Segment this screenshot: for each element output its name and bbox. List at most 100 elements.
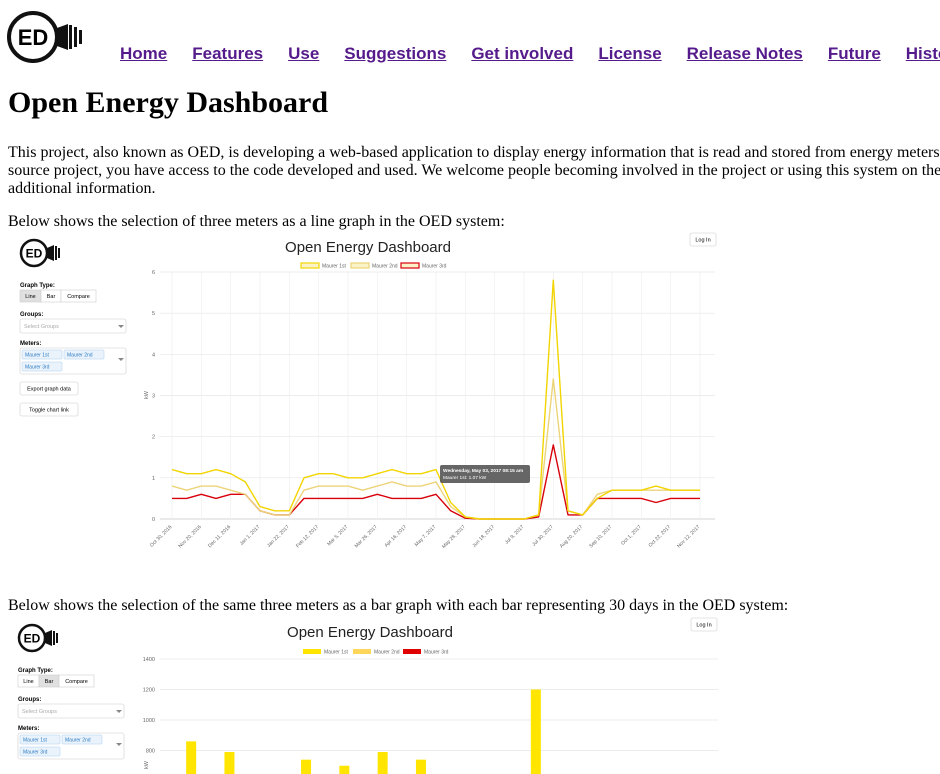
bar-screenshot: ED Graph Type: Line Bar Compare Groups: Select… bbox=[17, 617, 718, 774]
intro-line: This project, also known as OED, is deve… bbox=[8, 144, 940, 161]
x-tick-label: Oct 30, 2016 bbox=[149, 524, 174, 549]
action-label: Export graph data bbox=[27, 387, 72, 393]
meter-chip-label: Maurer 2nd bbox=[67, 353, 93, 359]
login-label: Log In bbox=[696, 623, 711, 629]
dropdown-arrow bbox=[118, 325, 124, 328]
groups-select[interactable] bbox=[19, 318, 127, 334]
nav-link[interactable]: License bbox=[598, 44, 662, 63]
legend-label: Maurer 2nd bbox=[372, 264, 398, 270]
app-logo-text: ED bbox=[24, 632, 41, 646]
meter-chip[interactable] bbox=[61, 734, 103, 745]
y-tick-label: 0 bbox=[152, 517, 155, 523]
bar bbox=[224, 752, 235, 774]
intro-line: source project, you have access to the c… bbox=[8, 162, 940, 179]
tooltip-body: Maurer 1st: 1.07 kW bbox=[443, 475, 487, 481]
y-tick-label: 1 bbox=[152, 476, 155, 482]
figure-caption: Below shows the selection of the same th… bbox=[8, 597, 789, 614]
sidebar: ED Graph Type: Line Bar Compare Groups: Select… bbox=[17, 623, 125, 760]
meter-chip[interactable] bbox=[19, 734, 61, 745]
nav-bar: Home Features Use Suggestions Get involved Li… bbox=[120, 44, 940, 64]
x-tick-label: Oct 22, 2017 bbox=[648, 524, 673, 549]
app-logo-bulb bbox=[45, 630, 58, 646]
login-button[interactable] bbox=[690, 617, 718, 632]
legend-swatch bbox=[300, 262, 320, 269]
chart-title: Open Energy Dashboard bbox=[285, 239, 451, 256]
x-tick-label: Nov 12, 2017 bbox=[676, 524, 701, 549]
page-title: Open Energy Dashboard bbox=[8, 86, 329, 119]
nav-link[interactable]: History bbox=[905, 44, 940, 63]
nav-link[interactable]: Future bbox=[827, 44, 881, 63]
action-button[interactable] bbox=[19, 381, 79, 396]
nav-link[interactable]: Home bbox=[120, 44, 168, 63]
meter-chip[interactable] bbox=[63, 349, 105, 360]
x-tick-label: May 28, 2017 bbox=[441, 524, 467, 550]
site-logo[interactable]: ED bbox=[6, 10, 86, 66]
meter-chip[interactable] bbox=[21, 349, 63, 360]
y-tick-label: 1000 bbox=[143, 718, 155, 724]
y-axis-label: kW bbox=[144, 760, 150, 769]
graph-type-button[interactable] bbox=[60, 289, 97, 303]
y-tick-label: 1400 bbox=[143, 657, 155, 663]
x-tick-label: Jul 9, 2017 bbox=[504, 524, 526, 546]
legend-label: Maurer 3rd bbox=[422, 264, 447, 270]
label: Groups: bbox=[20, 312, 43, 318]
nav-link[interactable]: Release Notes bbox=[686, 44, 803, 63]
dropdown-arrow bbox=[116, 710, 122, 713]
legend-label: Maurer 1st bbox=[322, 264, 347, 270]
action-button[interactable] bbox=[19, 402, 79, 417]
x-tick-label: Jun 18, 2017 bbox=[471, 524, 496, 549]
groups-select[interactable] bbox=[17, 703, 125, 719]
bar bbox=[339, 765, 350, 774]
legend-swatch bbox=[400, 262, 420, 269]
y-tick-label: 4 bbox=[152, 352, 155, 358]
x-tick-label: Sep 10, 2017 bbox=[588, 524, 613, 549]
x-tick-label: Apr 16, 2017 bbox=[384, 524, 409, 549]
y-tick-label: 5 bbox=[152, 311, 155, 317]
placeholder: Select Groups bbox=[24, 324, 59, 330]
nav-link[interactable]: Get involved bbox=[471, 44, 574, 63]
label: Graph Type: bbox=[18, 668, 53, 674]
bar bbox=[301, 759, 312, 774]
sidebar: ED Graph Type: Line Bar Compare Groups: Select… bbox=[19, 238, 127, 417]
nav-link[interactable]: Suggestions bbox=[344, 44, 447, 63]
x-tick-label: May 7, 2017 bbox=[414, 524, 438, 548]
button-label: Compare bbox=[67, 294, 90, 300]
y-axis-label: kW bbox=[144, 390, 150, 399]
button-label: Bar bbox=[47, 294, 56, 300]
x-tick-label: Jan 1, 2017 bbox=[239, 524, 262, 547]
y-tick-label: 1200 bbox=[143, 688, 155, 694]
login-button[interactable] bbox=[689, 232, 717, 247]
y-tick-label: 2 bbox=[152, 435, 155, 441]
x-tick-label: Dec 11, 2016 bbox=[207, 524, 232, 549]
meter-chip-label: Maurer 1st bbox=[23, 738, 48, 744]
button-label: Compare bbox=[65, 679, 88, 685]
graph-type-button[interactable] bbox=[58, 674, 95, 688]
bar bbox=[415, 759, 426, 774]
legend-swatch bbox=[303, 649, 321, 654]
legend-label: Maurer 3rd bbox=[424, 650, 449, 656]
nav-link[interactable]: Features bbox=[192, 44, 264, 63]
dropdown-arrow bbox=[118, 358, 124, 361]
bar bbox=[377, 752, 388, 774]
nav-link[interactable]: Use bbox=[288, 44, 320, 63]
x-tick-label: Mar 26, 2017 bbox=[354, 524, 379, 549]
x-tick-label: Jul 30, 2017 bbox=[531, 524, 555, 548]
x-tick-label: Jan 22, 2017 bbox=[266, 524, 291, 549]
legend-label: Maurer 2nd bbox=[374, 650, 400, 656]
x-tick-label: Feb 12, 2017 bbox=[295, 524, 320, 549]
meter-chip-label: Maurer 2nd bbox=[65, 738, 91, 744]
intro-line: additional information. bbox=[8, 180, 156, 197]
meter-chip[interactable] bbox=[19, 746, 61, 757]
label: Meters: bbox=[20, 341, 41, 347]
meter-chip[interactable] bbox=[21, 361, 63, 372]
tooltip-title: Wednesday, May 03, 2017 08:15 am bbox=[443, 468, 523, 474]
dropdown-arrow bbox=[116, 743, 122, 746]
login-label: Log In bbox=[695, 238, 710, 244]
legend-label: Maurer 1st bbox=[324, 650, 349, 656]
line-screenshot: ED Graph Type: Line Bar Compare Groups: Select… bbox=[19, 232, 717, 550]
y-tick-label: 3 bbox=[152, 394, 155, 400]
legend-swatch bbox=[353, 649, 371, 654]
logo-text: ED bbox=[18, 25, 49, 50]
button-label: Line bbox=[25, 294, 35, 300]
label: Groups: bbox=[18, 697, 41, 703]
